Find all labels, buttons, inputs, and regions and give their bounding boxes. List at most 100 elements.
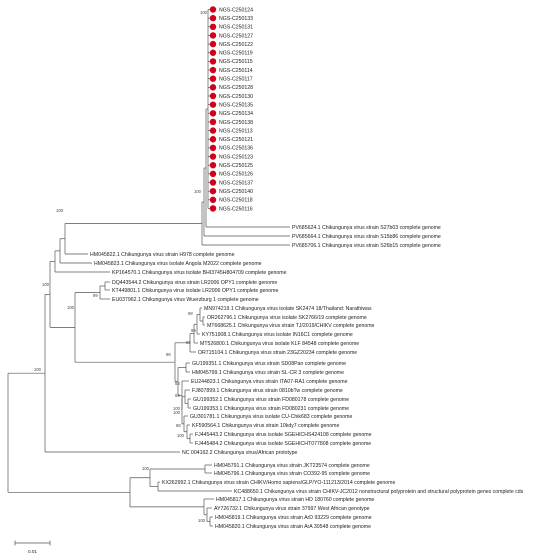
leaf-label: EU244823.1 Chikungunya virus strain ITA0… bbox=[191, 379, 348, 385]
sample-label: NGS-C250126 bbox=[219, 172, 253, 178]
sample-marker-dot bbox=[209, 162, 217, 169]
leaf-label: HM045817.1 Chikungunya virus strain HD 1… bbox=[216, 497, 374, 503]
sample-label: NGS-C250127 bbox=[219, 33, 253, 39]
sample-marker-dot bbox=[209, 92, 217, 100]
sample-label: NGS-C250117 bbox=[219, 77, 253, 83]
sample-label: NGS-C250119 bbox=[219, 51, 253, 57]
leaf-label: MT526800.1 Chikungunya virus isolate KLF… bbox=[200, 341, 359, 347]
leaf-label: FJ445484.2 Chikungunya virus isolate SGE… bbox=[195, 441, 371, 447]
sample-label: NGS-C250116 bbox=[219, 206, 253, 212]
sample-label: NGS-C250140 bbox=[219, 189, 253, 195]
leaf-label: OR262796.1 Chikungunya virus isolate SK2… bbox=[207, 315, 367, 321]
leaf-label: PV685706.1 Chikungunya virus strain S26b… bbox=[292, 243, 441, 249]
sample-marker-dot bbox=[209, 196, 217, 203]
sample-label: NGS-C250115 bbox=[219, 59, 253, 65]
leaf-label: OR715104.1 Chikungunya virus strain 23GZ… bbox=[198, 350, 357, 356]
leaf-label: EU037962.1 Chikungunya virus Wuerzburg 1… bbox=[112, 297, 259, 303]
leaf-label: GU199353.1 Chikungunya virus strain FD08… bbox=[193, 406, 349, 412]
bootstrap-value: 100 bbox=[173, 410, 181, 415]
sample-label: NGS-C250113 bbox=[219, 128, 253, 134]
bootstrap-value: 83 bbox=[175, 381, 180, 386]
leaf-label: NC 004162.2 Chikungunya virus/African pr… bbox=[182, 450, 297, 456]
leaf-label: KP164570.1 Chikungunya virus isolate BHI… bbox=[112, 270, 287, 276]
leaf-label: FJ807899.1 Chikungunya virus strain 0810… bbox=[192, 388, 343, 394]
leaf-label: PV685624.1 Chikungunya virus strain S27b… bbox=[292, 225, 441, 231]
bootstrap-value: 100 bbox=[198, 518, 206, 523]
leaf-label: GU301781.1 Chikungunya virus isolate CU-… bbox=[190, 414, 352, 420]
scale-bar-label: 0.01 bbox=[28, 549, 37, 554]
sample-label: NGS-C250114 bbox=[219, 68, 253, 74]
sample-label: NGS-C250131 bbox=[219, 25, 253, 31]
sample-marker-dot bbox=[209, 127, 217, 134]
sample-marker-dot bbox=[209, 136, 217, 143]
sample-markers bbox=[209, 6, 217, 212]
scale-bar: 0.01 bbox=[14, 540, 51, 554]
sample-label: NGS-C250130 bbox=[219, 94, 253, 100]
bootstrap-value: 98 bbox=[188, 311, 193, 316]
leaf-label: KF590564.1 Chikungunya virus strain 10kd… bbox=[192, 423, 339, 429]
bootstrap-value: 100 bbox=[200, 10, 208, 15]
leaf-label: HM045799.1 Chikungunya virus strain SL-C… bbox=[192, 370, 344, 376]
leaf-label: KT449801.1 Chikungunya virus isolate LR2… bbox=[112, 288, 279, 294]
sample-label: NGS-C250134 bbox=[219, 111, 253, 117]
leaf-label: HM045819.1 Chikungunya virus strain ArD … bbox=[215, 515, 372, 521]
sample-marker-dot bbox=[209, 144, 217, 152]
bootstrap-value: 100 bbox=[42, 282, 50, 287]
sample-marker-dot bbox=[209, 187, 217, 195]
sample-marker-dot bbox=[209, 84, 217, 91]
sample-marker-dot bbox=[209, 23, 217, 30]
leaf-label: KC488650.1 Chikungunya virus strain CHIK… bbox=[234, 489, 524, 495]
leaf-label: HM045796.1 Chikungunya virus strain CO39… bbox=[214, 471, 370, 477]
leaf-label: KX262992.1 Chikungunya virus strain CHIK… bbox=[162, 480, 395, 486]
bootstrap-value: 100 bbox=[194, 189, 202, 194]
sample-label: NGS-C250122 bbox=[219, 42, 253, 48]
leaf-label: HM045791.1 Chikungunya virus strain JKT2… bbox=[214, 463, 370, 469]
sample-marker-dot bbox=[209, 75, 217, 82]
sample-marker-dot bbox=[209, 66, 217, 74]
bootstrap-value: 63 bbox=[175, 393, 180, 398]
sample-marker-dot bbox=[209, 49, 217, 56]
tree-branches bbox=[7, 9, 290, 527]
sample-marker-dot bbox=[209, 32, 217, 39]
leaf-label: AY726732.1 Chikungunya virus strain 3799… bbox=[214, 506, 370, 512]
sample-label: NGS-C250133 bbox=[219, 16, 253, 22]
leaf-label: PV685664.1 Chikungunya virus strain S15b… bbox=[292, 234, 441, 240]
sample-label: NGS-C250128 bbox=[219, 85, 253, 91]
leaf-label: HM045823.1 Chikungunya virus isolate Ang… bbox=[94, 261, 262, 267]
bootstrap-value: 100 bbox=[67, 305, 75, 310]
sample-label: NGS-C250135 bbox=[219, 102, 253, 108]
leaf-label: HM045820.1 Chikungunya virus strain ArA … bbox=[215, 524, 371, 530]
sample-label: NGS-C250123 bbox=[219, 154, 253, 160]
sample-marker-dot bbox=[209, 58, 217, 65]
bootstrap-value: 99 bbox=[191, 328, 196, 333]
sample-marker-dot bbox=[209, 118, 217, 126]
bootstrap-value: 100 bbox=[173, 406, 181, 411]
sample-marker-dot bbox=[209, 205, 217, 212]
leaf-label: DQ443544.2 Chikungunya virus strain LR20… bbox=[112, 280, 277, 286]
leaf-label: HM045822.1 Chikungunya virus strain H978… bbox=[90, 252, 235, 258]
bootstrap-labels: 1001001009998999083631001008810096100100… bbox=[34, 10, 208, 523]
leaf-label: MT668625.1 Chikungunya virus strain TJ/2… bbox=[207, 323, 375, 329]
sample-label: NGS-C250138 bbox=[219, 120, 253, 126]
sample-marker-dot bbox=[209, 179, 217, 186]
bootstrap-value: 100 bbox=[34, 367, 42, 372]
sample-marker-dot bbox=[209, 14, 217, 22]
leaf-label: GU199352.1 Chikungunya virus strain FD08… bbox=[193, 397, 349, 403]
sample-label: NGS-C250125 bbox=[219, 163, 253, 169]
sample-marker-dot bbox=[209, 6, 217, 13]
leaf-label: MN974219.1 Chikungunya virus isolate SK2… bbox=[204, 306, 372, 312]
sample-label: NGS-C250137 bbox=[219, 180, 253, 186]
sample-label: NGS-C250121 bbox=[219, 137, 253, 143]
bootstrap-value: 100 bbox=[56, 208, 64, 213]
sample-marker-dot bbox=[209, 153, 217, 160]
bootstrap-value: 90 bbox=[186, 340, 191, 345]
sample-marker-dot bbox=[209, 101, 217, 108]
bootstrap-value: 96 bbox=[166, 352, 171, 357]
bootstrap-value: 99 bbox=[93, 293, 98, 298]
bootstrap-value: 100 bbox=[142, 466, 150, 471]
leaf-labels: NGS-C250124 NGS-C250133 NGS-C250131 NGS-C25… bbox=[90, 7, 524, 530]
sample-label: NGS-C250124 bbox=[219, 7, 253, 13]
sample-label: NGS-C250118 bbox=[219, 198, 253, 204]
bootstrap-value: 88 bbox=[176, 423, 181, 428]
